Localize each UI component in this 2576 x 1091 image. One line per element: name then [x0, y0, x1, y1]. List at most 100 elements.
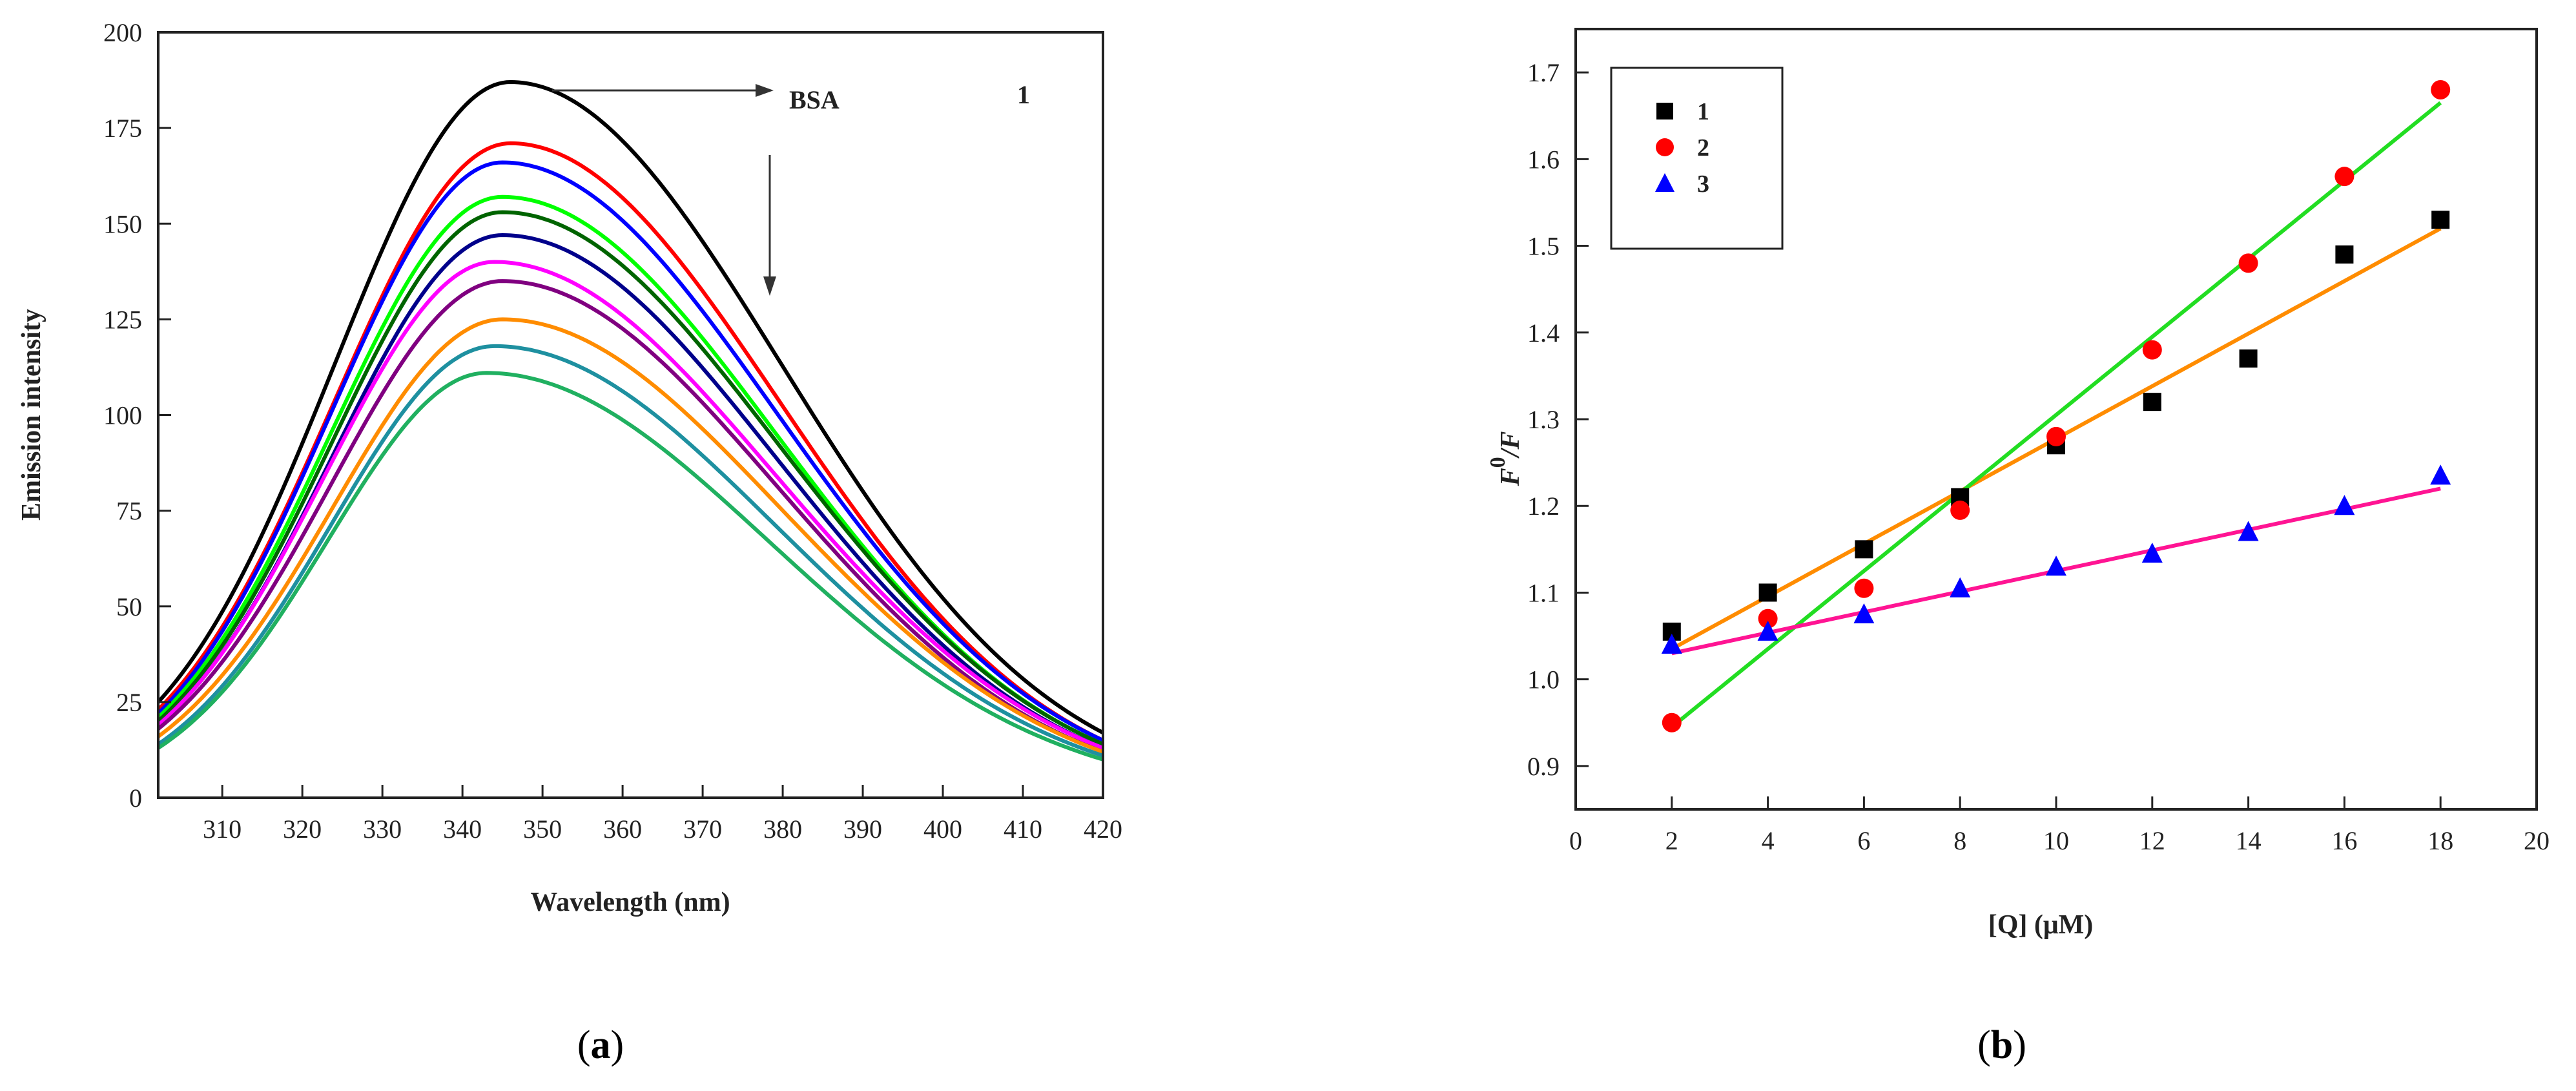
panel-b-legend: 1 2 3 — [1610, 67, 1784, 250]
panel-b-y-axis-title: F0/F — [1486, 431, 1525, 487]
bsa-arrow-head — [756, 84, 774, 97]
x-tick-label: 2 — [1665, 826, 1678, 855]
y-tick-label: 1.2 — [1527, 492, 1560, 521]
data-point-series-2 — [2431, 79, 2451, 99]
data-point-series-3 — [1853, 603, 1875, 623]
panel-a-y-ticks: 0 25 50 75 100 125 150 175 200 — [103, 18, 171, 813]
x-tick-label: 380 — [763, 815, 802, 844]
panel-b-x-ticks: 0 2 4 6 8 10 12 14 16 18 20 — [1569, 796, 2550, 855]
y-tick-label: 1.0 — [1527, 665, 1560, 694]
data-point-series-3 — [2238, 521, 2259, 541]
data-point-series-2 — [2046, 426, 2066, 446]
y-axis-title-rest: /F — [1496, 431, 1525, 459]
x-tick-label: 350 — [523, 815, 562, 844]
x-tick-label: 370 — [683, 815, 722, 844]
x-tick-label: 16 — [2331, 826, 2357, 855]
y-tick-label: 75 — [116, 497, 142, 526]
x-tick-label: 310 — [203, 815, 242, 844]
y-tick-label: 1.1 — [1527, 578, 1560, 607]
panel-a-y-axis-title: Emission intensity — [17, 309, 46, 521]
data-point-series-1 — [2239, 349, 2258, 368]
x-tick-label: 410 — [1004, 815, 1042, 844]
y-tick-label: 0 — [129, 784, 142, 813]
x-tick-label: 0 — [1569, 826, 1582, 855]
data-point-series-3 — [2334, 495, 2355, 515]
caption-b: (b) — [1977, 1023, 2026, 1067]
data-point-series-2 — [1662, 712, 1682, 733]
x-tick-label: 4 — [1762, 826, 1775, 855]
x-tick-label: 340 — [443, 815, 482, 844]
y-axis-title-main: F — [1496, 468, 1525, 486]
data-point-series-1 — [2335, 245, 2354, 264]
data-point-series-2 — [2238, 253, 2258, 273]
bsa-label: BSA — [789, 85, 840, 114]
data-point-series-2 — [1758, 608, 1778, 629]
spectrum-curve-5 — [156, 210, 1104, 746]
x-tick-label: 18 — [2427, 826, 2453, 855]
spectrum-curve-1 — [156, 79, 1104, 734]
y-tick-label: 0.9 — [1527, 752, 1560, 781]
data-point-series-2 — [1854, 578, 1874, 598]
legend-box — [1610, 67, 1784, 250]
data-point-series-3 — [2430, 464, 2451, 485]
data-point-series-2 — [2334, 167, 2354, 187]
panel-a-series-label: 1 — [1017, 80, 1030, 109]
panel-a-x-ticks: 310 320 330 340 350 360 370 380 390 400 410 420 — [203, 785, 1122, 844]
panel-a-x-axis-title: Wavelength (nm) — [530, 888, 730, 917]
y-axis-title-superscript: 0 — [1486, 457, 1510, 468]
x-tick-label: 20 — [2524, 826, 2550, 855]
y-tick-label: 1.6 — [1527, 145, 1560, 174]
y-tick-label: 175 — [103, 114, 142, 143]
panel-b-data-points — [1661, 79, 2451, 733]
x-tick-label: 8 — [1953, 826, 1966, 855]
spectrum-curve-7 — [157, 260, 1104, 750]
data-point-series-3 — [1757, 620, 1778, 641]
data-point-series-3 — [2046, 556, 2066, 576]
spectrum-curve-9 — [157, 317, 1104, 754]
panel-a-curves — [156, 79, 1104, 762]
x-tick-label: 14 — [2236, 826, 2262, 855]
caption-a-letter: a — [591, 1023, 611, 1067]
data-point-series-1 — [2431, 211, 2450, 229]
legend-marker-series-3 — [1655, 173, 1674, 192]
x-tick-label: 400 — [923, 815, 962, 844]
data-point-series-3 — [1661, 633, 1682, 654]
y-tick-label: 200 — [103, 18, 142, 47]
panel-b-fit-lines — [1670, 101, 2442, 729]
legend-label-series-3: 3 — [1697, 171, 1709, 198]
x-tick-label: 420 — [1084, 815, 1122, 844]
y-tick-label: 1.3 — [1527, 405, 1560, 434]
y-tick-label: 50 — [116, 592, 142, 621]
x-tick-label: 330 — [363, 815, 402, 844]
caption-b-letter: b — [1991, 1023, 2013, 1067]
legend-marker-series-2 — [1656, 138, 1674, 156]
fit-line-series-2 — [1670, 101, 2442, 729]
y-tick-label: 1.7 — [1527, 58, 1560, 87]
data-point-series-1 — [1855, 540, 1873, 559]
x-tick-label: 360 — [603, 815, 642, 844]
spectrum-curve-11 — [157, 371, 1104, 762]
spectrum-curve-10 — [157, 344, 1104, 758]
data-point-series-2 — [2142, 340, 2162, 360]
y-tick-label: 25 — [116, 688, 142, 717]
data-point-series-1 — [2143, 393, 2161, 411]
data-point-series-2 — [1950, 500, 1970, 520]
x-tick-label: 6 — [1857, 826, 1870, 855]
quench-arrow-head — [763, 276, 776, 296]
panel-b-y-ticks: 0.9 1.0 1.1 1.2 1.3 1.4 1.5 1.6 1.7 — [1527, 58, 1589, 781]
data-point-series-3 — [1950, 577, 1971, 597]
x-tick-label: 12 — [2139, 826, 2165, 855]
y-tick-label: 150 — [103, 209, 142, 238]
y-tick-label: 100 — [103, 401, 142, 430]
caption-a: (a) — [577, 1023, 624, 1067]
spectrum-curve-3 — [156, 160, 1104, 742]
y-tick-label: 1.4 — [1527, 318, 1560, 348]
y-tick-label: 1.5 — [1527, 232, 1560, 261]
data-point-series-1 — [1758, 583, 1777, 602]
panel-a-chart: 310 320 330 340 350 360 370 380 390 400 410 420 0 25… — [17, 18, 1122, 917]
panel-b-chart: 0 2 4 6 8 10 12 14 16 18 20 0.91.01.11.21.31.41.51… — [1486, 28, 2550, 940]
y-tick-label: 125 — [103, 305, 142, 334]
spectrum-curve-8 — [157, 279, 1104, 754]
svg-text:F0/F: F0/F — [1486, 431, 1525, 487]
